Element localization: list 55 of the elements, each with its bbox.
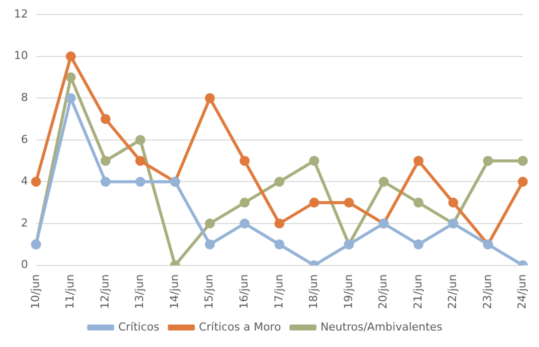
legend-label: Críticos a Moro (198, 320, 282, 334)
x-tick-label: 19/jun (342, 274, 355, 309)
point (413, 198, 424, 208)
point (518, 156, 528, 166)
point (309, 198, 320, 208)
point (100, 114, 111, 124)
point (274, 218, 284, 229)
point (30, 176, 41, 187)
point (413, 156, 424, 166)
point (204, 239, 215, 250)
y-tick-label: 2 (20, 216, 28, 230)
x-tick-label: 11/jun (64, 274, 77, 309)
point (66, 72, 76, 82)
point (309, 156, 320, 166)
point (204, 218, 215, 229)
point (100, 156, 111, 166)
x-tick-label: 14/jun (168, 274, 181, 309)
x-tick-label: 15/jun (202, 274, 216, 309)
point (378, 176, 389, 187)
y-tick-label: 6 (20, 132, 28, 146)
point (100, 176, 111, 187)
x-tick-label: 24/jun (516, 274, 529, 309)
x-tick-label: 22/jun (446, 274, 460, 309)
x-tick-label: 17/jun (272, 274, 286, 309)
point (518, 176, 528, 187)
x-tick-label: 23/jun (480, 274, 494, 309)
x-tick-label: 16/jun (237, 274, 250, 309)
point (344, 198, 354, 208)
point (240, 218, 250, 229)
x-tick-label: 12/jun (98, 274, 112, 309)
point (448, 198, 458, 208)
y-tick-label: 8 (20, 91, 28, 104)
x-tick-label: 21/jun (411, 274, 424, 309)
point (135, 176, 146, 187)
y-tick-label: 4 (20, 174, 28, 188)
point (240, 156, 250, 166)
x-tick-label: 10/jun (28, 274, 42, 309)
point (66, 51, 76, 62)
point (66, 93, 76, 104)
point (204, 93, 215, 104)
legend-label: Neutros/Ambivalentes (320, 320, 443, 334)
x-tick-label: 20/jun (376, 274, 390, 309)
point (274, 239, 284, 250)
point (240, 198, 250, 208)
point (483, 156, 494, 166)
point (135, 156, 146, 166)
y-tick-label: 10 (14, 49, 28, 62)
y-tick-label: 0 (20, 258, 28, 272)
point (274, 176, 284, 187)
legend-label: Críticos (118, 320, 160, 334)
x-tick-label: 13/jun (133, 274, 146, 309)
point (135, 134, 146, 145)
y-tick-label: 12 (14, 7, 28, 20)
point (413, 239, 424, 250)
x-tick-label: 18/jun (307, 274, 320, 309)
